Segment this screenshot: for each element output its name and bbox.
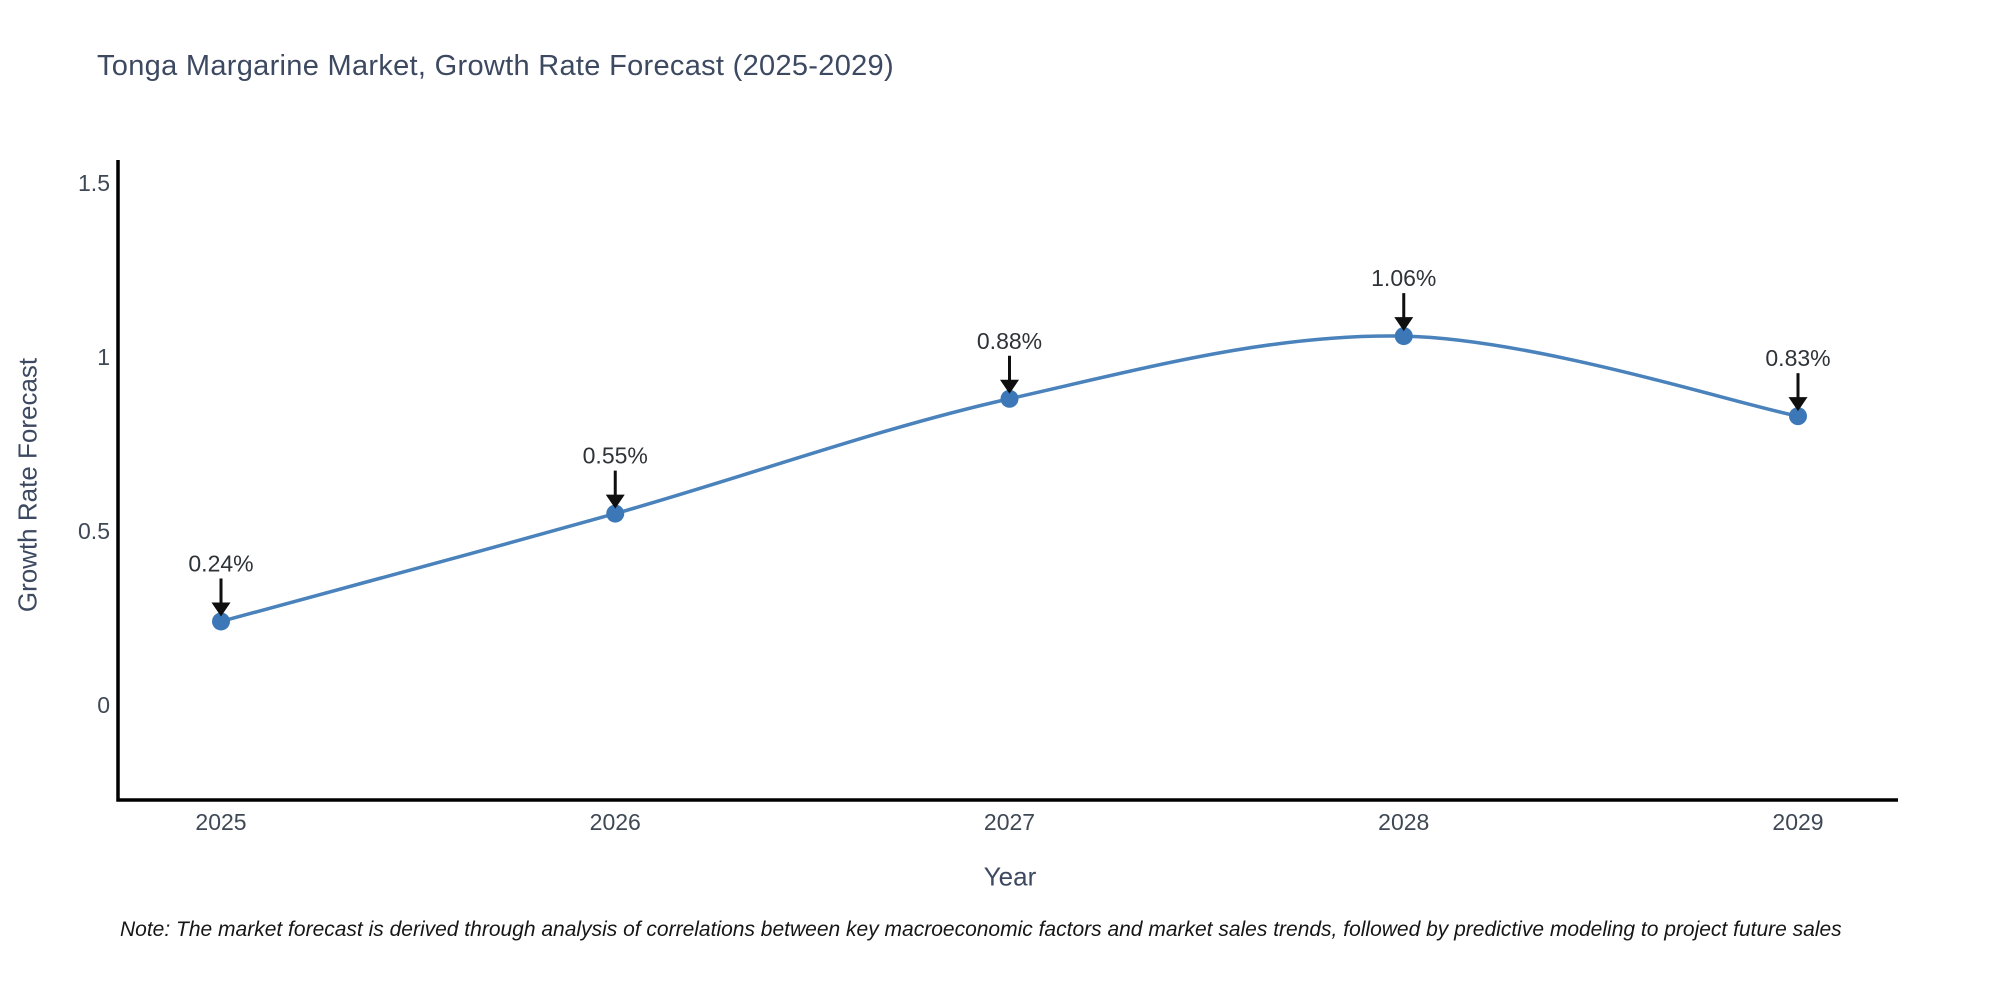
footnote: Note: The market forecast is derived thr… <box>120 918 1842 941</box>
annotation-arrow-head <box>1000 379 1019 394</box>
data-point-label: 0.83% <box>1765 345 1830 371</box>
x-tick-label: 2027 <box>984 809 1035 835</box>
data-point-marker <box>1789 407 1807 426</box>
axis-spines <box>116 160 1898 802</box>
y-tick-label: 1 <box>97 344 110 370</box>
annotation-arrow-head <box>605 494 625 509</box>
y-tick-label: 1.5 <box>78 170 110 196</box>
annotation-arrow-head <box>1394 317 1414 332</box>
x-tick-label: 2026 <box>590 809 641 835</box>
annotation-arrow-head <box>1788 397 1808 412</box>
x-tick-label: 2025 <box>195 809 246 835</box>
data-point-marker <box>606 504 625 523</box>
data-point-marker <box>212 612 230 631</box>
data-point-marker <box>1000 389 1019 408</box>
data-point-label: 1.06% <box>1371 265 1436 291</box>
data-point-label: 0.88% <box>977 328 1042 354</box>
data-point-label: 0.24% <box>188 550 253 576</box>
y-tick-label: 0.5 <box>78 518 110 544</box>
x-tick-label: 2028 <box>1378 809 1429 835</box>
y-tick-label: 0 <box>97 692 110 718</box>
data-point-label: 0.55% <box>583 443 648 469</box>
annotation-arrow-head <box>211 602 231 617</box>
chart-title: Tonga Margarine Market, Growth Rate Fore… <box>97 50 894 82</box>
x-axis-title: Year <box>983 861 1037 892</box>
x-tick-label: 2029 <box>1772 809 1823 835</box>
data-point-marker <box>1394 327 1413 346</box>
